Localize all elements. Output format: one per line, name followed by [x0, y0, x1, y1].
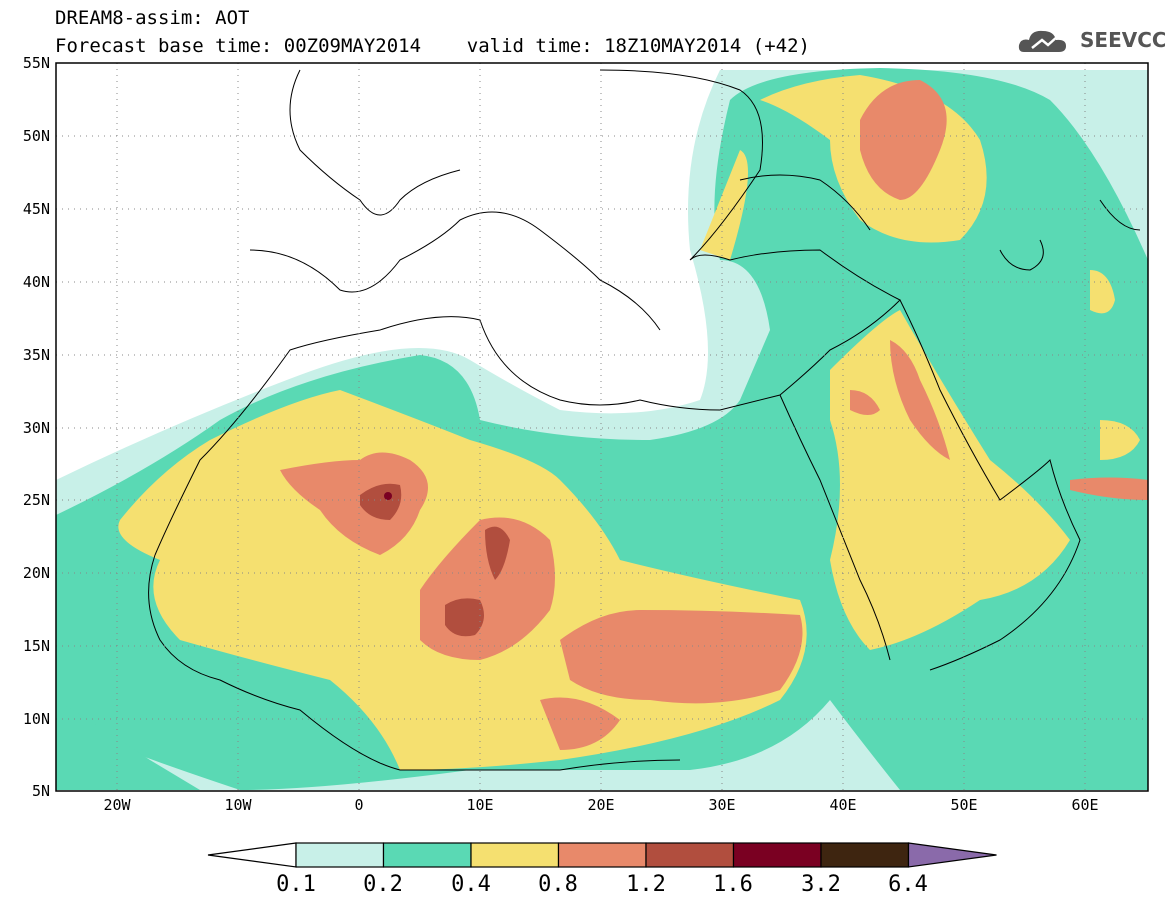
- colorbar-label: 1.6: [713, 872, 753, 897]
- coastlines: [148, 69, 1141, 771]
- lat-label: 40N: [23, 273, 50, 291]
- colorbar-label: 0.4: [451, 872, 491, 897]
- lon-label: 10W: [224, 796, 252, 814]
- colorbar-swatch: [382, 842, 472, 868]
- lat-label: 15N: [23, 637, 50, 655]
- map-frame: [55, 62, 1149, 792]
- colorbar-swatch: [732, 842, 822, 868]
- map-title: DREAM8-assim: AOT: [55, 7, 250, 29]
- lat-label: 45N: [23, 200, 50, 218]
- lon-label: 10E: [466, 796, 493, 814]
- colorbar-swatch: [295, 842, 385, 868]
- aot-1.6-region: [384, 492, 392, 500]
- colorbar-label: 0.1: [276, 872, 316, 897]
- colorbar-over-triangle: [907, 842, 997, 868]
- lat-label: 5N: [32, 782, 50, 800]
- lat-label: 35N: [23, 346, 50, 364]
- lon-label: 50E: [950, 796, 977, 814]
- lat-label: 30N: [23, 419, 50, 437]
- lat-label: 20N: [23, 564, 50, 582]
- aot-fields: [56, 68, 1148, 790]
- colorbar-swatch: [470, 842, 560, 868]
- colorbar-label: 3.2: [801, 872, 841, 897]
- lon-label: 30E: [708, 796, 735, 814]
- aot-1.2-region: [360, 483, 510, 637]
- lon-label: 20E: [587, 796, 614, 814]
- lon-label: 0: [354, 796, 363, 814]
- lat-label: 50N: [23, 127, 50, 145]
- colorbar-label: 0.8: [538, 872, 578, 897]
- lat-label: 55N: [23, 54, 50, 72]
- colorbar-label: 6.4: [888, 872, 928, 897]
- colorbar-swatch: [557, 842, 647, 868]
- colorbar: [207, 842, 997, 868]
- lon-label: 40E: [829, 796, 856, 814]
- lon-axis: 20W 10W 0 10E 20E 30E 40E 50E 60E: [103, 796, 1098, 814]
- lat-label: 25N: [23, 491, 50, 509]
- gridlines: [56, 63, 1148, 791]
- colorbar-label: 0.2: [363, 872, 403, 897]
- colorbar-swatch: [820, 842, 910, 868]
- lon-label: 60E: [1071, 796, 1098, 814]
- lat-label: 10N: [23, 710, 50, 728]
- lat-axis: 55N 50N 45N 40N 35N 30N 25N 20N 15N 10N …: [23, 54, 50, 800]
- colorbar-label: 1.2: [626, 872, 666, 897]
- colorbar-under-triangle: [207, 842, 297, 868]
- colorbar-swatch: [645, 842, 735, 868]
- logo-text: SEEVCCC: [1080, 28, 1165, 52]
- lon-label: 20W: [103, 796, 131, 814]
- cloud-icon: [1018, 30, 1066, 52]
- forecast-times: Forecast base time: 00Z09MAY2014 valid t…: [55, 35, 810, 57]
